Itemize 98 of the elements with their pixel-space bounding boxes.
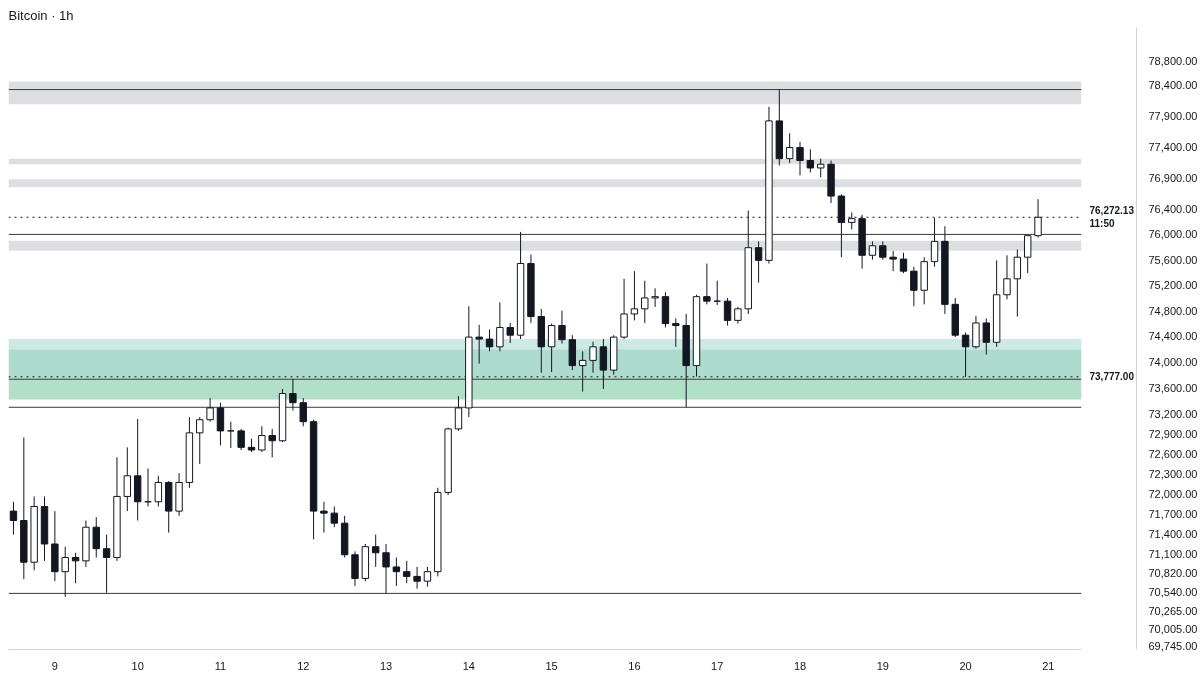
candlestick bbox=[9, 501, 18, 536]
ref-line-label: 76,272.13 11:50 bbox=[1089, 205, 1135, 230]
y-tick-label: 76,900.00 bbox=[1148, 171, 1198, 184]
x-tick-label: 11 bbox=[214, 659, 227, 672]
candlestick bbox=[506, 322, 514, 344]
y-tick-label: 70,265.00 bbox=[1148, 604, 1198, 617]
candlestick bbox=[889, 250, 897, 272]
x-tick-label: 20 bbox=[959, 659, 972, 672]
candlestick bbox=[320, 501, 328, 534]
y-tick-label: 73,600.00 bbox=[1148, 382, 1198, 395]
candlestick bbox=[61, 546, 69, 598]
candlestick bbox=[123, 446, 132, 512]
x-tick-label: 19 bbox=[876, 659, 889, 672]
x-tick-label: 15 bbox=[545, 659, 558, 672]
x-tick-label: 10 bbox=[131, 659, 144, 672]
x-tick-label: 13 bbox=[379, 659, 393, 672]
candlestick bbox=[868, 240, 877, 261]
candlestick bbox=[1013, 249, 1022, 318]
candlestick bbox=[651, 287, 659, 308]
candlestick bbox=[102, 534, 111, 594]
candlestick bbox=[630, 270, 639, 321]
candlestick bbox=[289, 378, 297, 412]
y-tick-label: 73,200.00 bbox=[1148, 408, 1198, 421]
x-tick-label: 14 bbox=[462, 659, 475, 672]
candlestick bbox=[268, 428, 276, 458]
candlestick bbox=[785, 132, 794, 164]
candlestick bbox=[754, 240, 763, 284]
y-tick-label: 78,400.00 bbox=[1148, 79, 1198, 92]
candlestick bbox=[641, 280, 649, 324]
y-tick-label: 70,005.00 bbox=[1148, 622, 1198, 635]
candlestick bbox=[899, 252, 908, 274]
x-tick-label: 18 bbox=[793, 659, 807, 672]
candlestick bbox=[423, 566, 432, 588]
y-tick-label: 77,400.00 bbox=[1148, 140, 1198, 153]
candlestick bbox=[796, 141, 804, 176]
x-tick-label: 17 bbox=[711, 659, 724, 672]
candlestick bbox=[672, 317, 680, 348]
candlestick bbox=[382, 543, 390, 594]
candlestick bbox=[547, 323, 556, 373]
candlestick bbox=[475, 324, 483, 365]
y-tick-label: 74,400.00 bbox=[1148, 330, 1198, 343]
candlestick bbox=[972, 315, 980, 350]
y-tick-label: 72,600.00 bbox=[1148, 447, 1198, 460]
candlestick bbox=[392, 556, 401, 587]
candlestick bbox=[227, 421, 235, 449]
candlestick bbox=[351, 550, 359, 587]
y-tick-label: 74,800.00 bbox=[1148, 304, 1198, 317]
candlestick bbox=[1023, 235, 1032, 274]
candlestick bbox=[206, 397, 214, 423]
x-tick-label: 12 bbox=[297, 659, 310, 672]
x-tick-label: 16 bbox=[628, 659, 641, 672]
candlestick bbox=[703, 263, 711, 305]
y-tick-label: 69,745.00 bbox=[1148, 640, 1198, 653]
candlestick bbox=[620, 278, 628, 340]
candlestick bbox=[723, 297, 732, 327]
candlestick bbox=[713, 280, 721, 306]
x-tick-label: 9 bbox=[51, 659, 58, 672]
candlestick bbox=[910, 266, 918, 307]
candlestick bbox=[299, 397, 307, 427]
candlestick bbox=[237, 428, 245, 451]
candlestick bbox=[816, 158, 825, 178]
y-tick-label: 72,900.00 bbox=[1148, 428, 1198, 441]
y-tick-label: 76,000.00 bbox=[1148, 228, 1198, 241]
candlestick bbox=[982, 317, 990, 356]
y-tick-label: 70,820.00 bbox=[1148, 567, 1198, 580]
candlestick bbox=[806, 148, 815, 173]
y-tick-label: 75,200.00 bbox=[1148, 279, 1198, 292]
candlestick bbox=[371, 534, 380, 568]
candlestick bbox=[454, 395, 463, 432]
y-tick-label: 76,400.00 bbox=[1148, 203, 1198, 216]
ref-line-label: 73,777.00 bbox=[1089, 371, 1135, 383]
y-tick-label: 70,540.00 bbox=[1148, 586, 1198, 599]
y-tick-label: 71,400.00 bbox=[1148, 527, 1198, 540]
y-tick-label: 71,100.00 bbox=[1148, 548, 1198, 561]
x-tick-label: 21 bbox=[1042, 659, 1055, 672]
candlestick bbox=[92, 516, 100, 558]
candlestick bbox=[196, 416, 204, 465]
candlestick bbox=[558, 310, 566, 345]
y-tick-label: 77,900.00 bbox=[1148, 109, 1198, 122]
candlestick bbox=[403, 560, 411, 584]
candlestick bbox=[1003, 254, 1011, 300]
y-tick-label: 78,800.00 bbox=[1148, 54, 1198, 67]
chart-title: Bitcoin · 1h bbox=[8, 7, 74, 23]
candlestick bbox=[330, 505, 338, 528]
y-tick-label: 71,700.00 bbox=[1148, 507, 1198, 520]
candlestick bbox=[258, 425, 266, 453]
candlestick bbox=[154, 475, 163, 507]
candlestick bbox=[879, 240, 887, 261]
candlestick bbox=[413, 566, 421, 590]
y-tick-label: 75,600.00 bbox=[1148, 253, 1198, 266]
y-tick-label: 74,000.00 bbox=[1148, 356, 1198, 369]
candlestick bbox=[485, 328, 494, 352]
candlestick bbox=[589, 341, 597, 374]
candlestick bbox=[71, 552, 80, 584]
y-tick-label: 72,300.00 bbox=[1148, 467, 1198, 480]
candlestick bbox=[216, 402, 225, 446]
candlestick bbox=[496, 301, 504, 352]
y-tick-label: 72,000.00 bbox=[1148, 487, 1198, 500]
